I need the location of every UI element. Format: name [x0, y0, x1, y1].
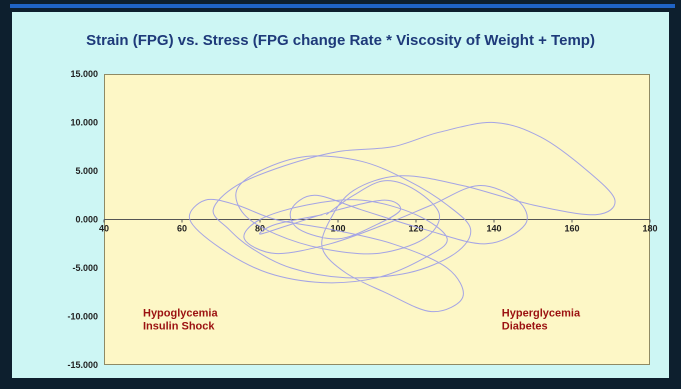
annotation-label: Insulin Shock — [143, 321, 215, 333]
chart-title: Strain (FPG) vs. Stress (FPG change Rate… — [86, 32, 595, 49]
annotation-label: Hypoglycemia — [143, 308, 218, 320]
x-tick-label: 140 — [486, 224, 501, 234]
x-tick-label: 120 — [408, 224, 423, 234]
y-tick-label: 10.000 — [70, 118, 98, 128]
annotation-label: Hyperglycemia — [502, 308, 581, 320]
x-tick-label: 80 — [255, 224, 265, 234]
y-tick-label: 15.000 — [70, 69, 98, 79]
x-tick-label: 160 — [564, 224, 579, 234]
series-line — [188, 121, 616, 313]
x-tick-label: 180 — [642, 224, 657, 234]
y-tick-label: 5.000 — [75, 166, 98, 176]
y-tick-label: -15.000 — [67, 360, 98, 370]
x-tick-label: 100 — [330, 224, 345, 234]
y-tick-label: -5.000 — [72, 263, 98, 273]
x-tick-label: 60 — [177, 224, 187, 234]
y-tick-label: 0.000 — [75, 215, 98, 225]
y-tick-label: -10.000 — [67, 312, 98, 322]
top-accent-bar — [10, 4, 675, 8]
chart-svg: 40 60 80 100 120 140 160 180 15.000 10.000 5.000 0.… — [67, 69, 657, 370]
annotation-label: Diabetes — [502, 321, 548, 333]
x-tick-label: 40 — [99, 224, 109, 234]
